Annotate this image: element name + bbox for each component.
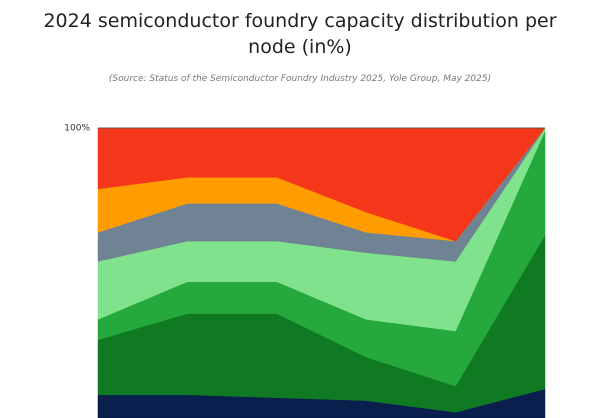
chart-subtitle: (Source: Status of the Semiconductor Fou…	[108, 74, 492, 84]
y-tick-label: 100%	[64, 124, 90, 134]
chart-title: 2024 semiconductor foundry capacity dist…	[43, 10, 557, 58]
